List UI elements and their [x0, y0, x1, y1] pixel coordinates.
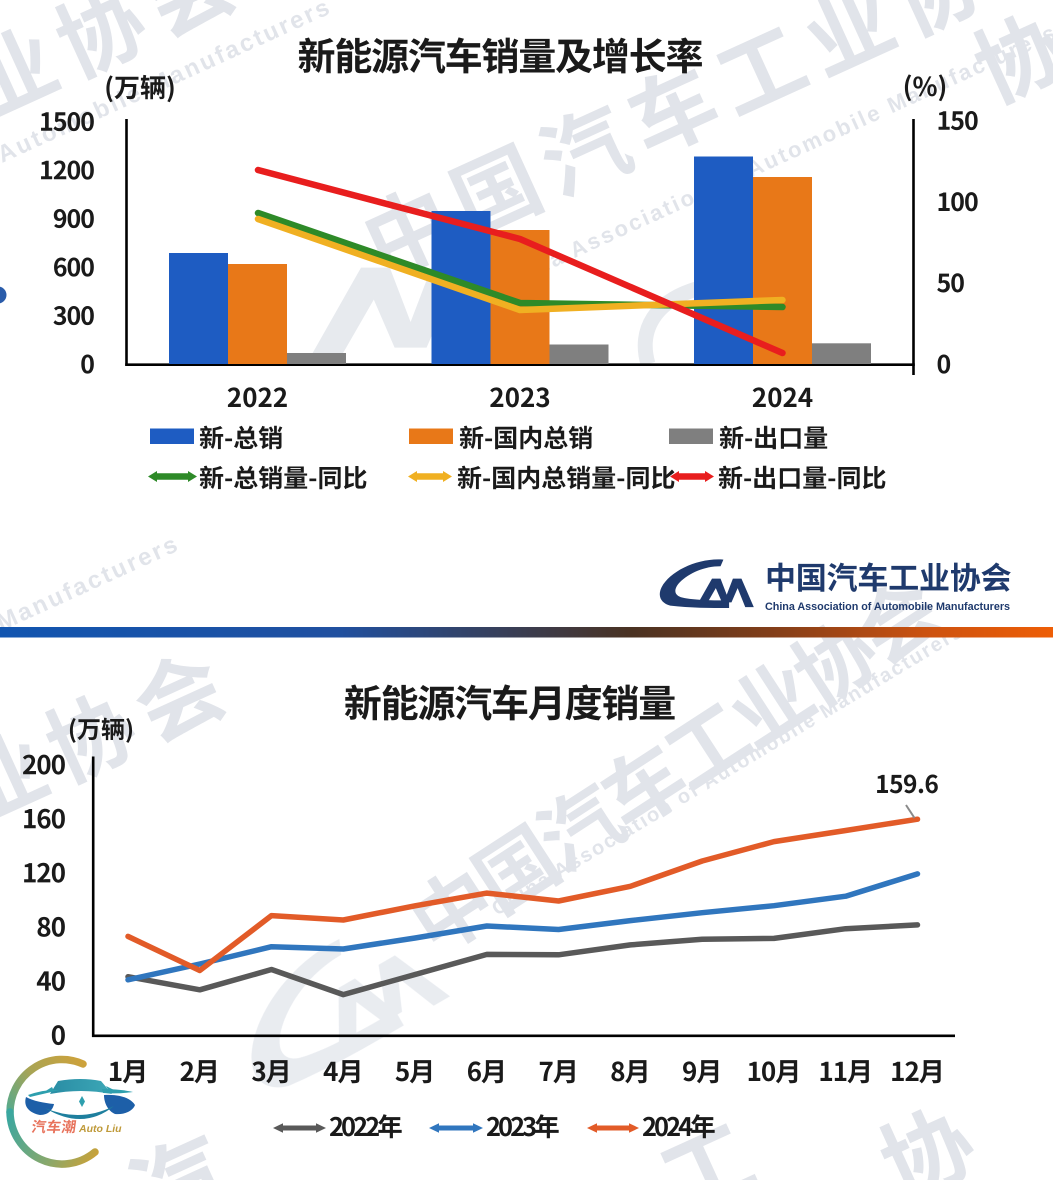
svg-text:Auto Liu: Auto Liu: [78, 1123, 122, 1135]
svg-text:China Association of Automobil: China Association of Automobile Manufact…: [765, 601, 1010, 613]
